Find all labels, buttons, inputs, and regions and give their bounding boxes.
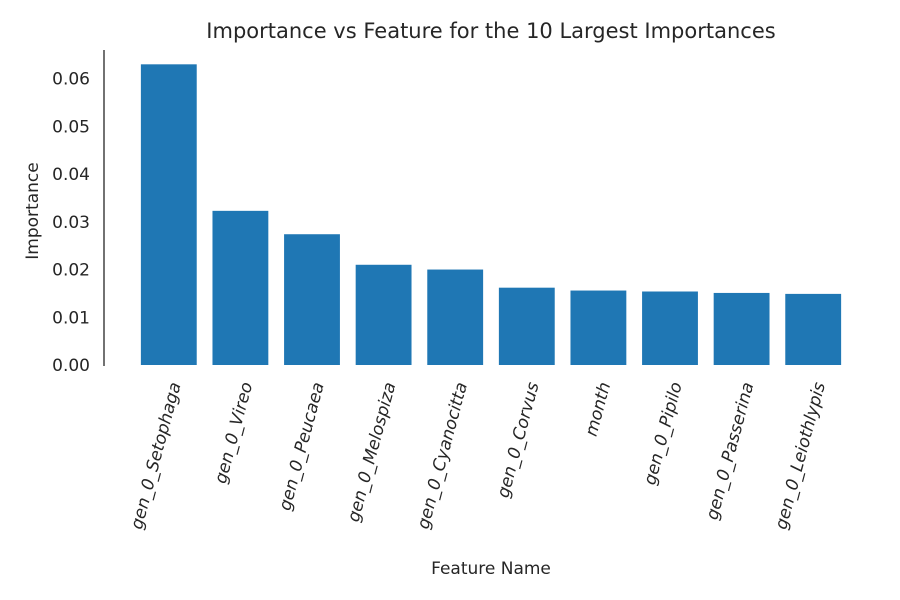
bar (427, 269, 484, 365)
x-tick-label: gen_0_Melospiza (344, 380, 401, 524)
bar (713, 292, 770, 365)
y-tick-label: 0.03 (52, 213, 90, 233)
bar (570, 290, 627, 365)
bar (355, 264, 412, 365)
y-tick-label: 0.06 (52, 70, 90, 90)
y-axis-ticks: 0.00 0.01 0.02 0.03 0.04 0.05 0.06 (52, 70, 90, 376)
bar (284, 234, 340, 365)
x-tick-label: gen_0_Peucaea (275, 380, 328, 513)
bars (140, 64, 842, 366)
y-tick-label: 0.02 (52, 261, 90, 281)
x-tick-label: gen_0_Passerina (702, 380, 758, 522)
x-axis-ticks: gen_0_Setophaga gen_0_Vireo gen_0_Peucaea g… (127, 380, 830, 532)
bar (498, 287, 555, 365)
bar (140, 64, 197, 366)
x-tick-label: gen_0_Setophaga (127, 380, 185, 531)
x-tick-label: gen_0_Corvus (494, 380, 544, 500)
x-axis-label: Feature Name (431, 559, 551, 579)
x-tick-label: gen_0_Vireo (211, 380, 257, 486)
bar (785, 293, 842, 365)
y-tick-label: 0.01 (52, 308, 90, 328)
y-tick-label: 0.04 (52, 165, 90, 185)
y-axis-label: Importance (23, 162, 43, 259)
x-tick-label: gen_0_Pipilo (640, 380, 687, 487)
x-tick-label: month (582, 380, 616, 438)
y-tick-label: 0.05 (52, 117, 90, 137)
bar (212, 210, 269, 365)
bar (642, 291, 698, 365)
chart-title: Importance vs Feature for the 10 Largest… (206, 19, 775, 43)
y-tick-label: 0.00 (52, 356, 90, 376)
x-tick-label: gen_0_Leiothlypis (772, 380, 831, 532)
x-tick-label: gen_0_Cyanocitta (414, 380, 472, 531)
